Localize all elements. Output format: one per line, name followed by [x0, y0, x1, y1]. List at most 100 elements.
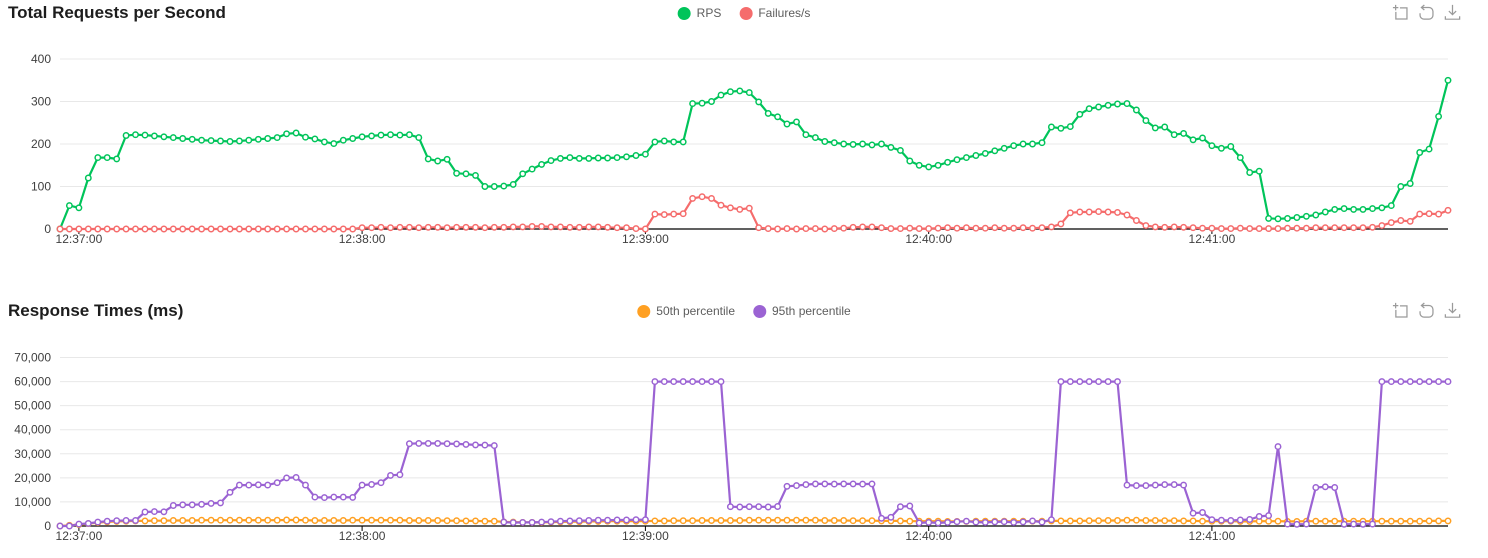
data-point: [1340, 520, 1348, 528]
data-point: [1416, 378, 1424, 386]
data-point: [1199, 224, 1206, 232]
data-point: [179, 135, 187, 142]
data-point: [708, 517, 715, 524]
data-point: [764, 503, 772, 511]
data-point: [1057, 378, 1065, 386]
data-point: [434, 517, 442, 524]
data-point: [1387, 202, 1395, 210]
data-point: [1189, 509, 1197, 517]
data-point: [235, 516, 243, 524]
data-point: [726, 204, 734, 212]
data-point: [254, 481, 262, 489]
restore-icon[interactable]: [1418, 4, 1435, 21]
data-point: [1406, 217, 1414, 225]
legend-label: Failures/s: [758, 6, 811, 20]
y-tick-label: 300: [31, 95, 51, 109]
data-zoom-icon[interactable]: [1392, 4, 1409, 21]
data-point: [1019, 518, 1027, 526]
data-point: [1274, 443, 1282, 451]
data-point: [793, 118, 800, 126]
data-point: [1425, 145, 1433, 153]
data-point: [273, 516, 281, 524]
data-point: [1435, 378, 1443, 386]
data-point: [859, 140, 867, 148]
data-point: [396, 131, 404, 139]
data-point: [387, 471, 394, 479]
data-point: [490, 223, 498, 231]
restore-icon[interactable]: [1418, 302, 1435, 319]
data-point: [462, 170, 470, 178]
data-point: [1416, 517, 1424, 525]
data-point: [698, 193, 706, 201]
data-point: [566, 517, 574, 525]
data-point: [755, 98, 763, 106]
data-point: [207, 225, 215, 233]
data-point: [1236, 224, 1244, 232]
data-point: [481, 517, 489, 525]
data-point: [1274, 225, 1282, 233]
data-point: [283, 516, 291, 524]
data-point: [481, 224, 489, 232]
data-point: [1302, 520, 1310, 528]
data-point: [330, 517, 338, 524]
legend-item-95th-percentile[interactable]: 95th percentile: [753, 304, 851, 318]
data-point: [981, 224, 989, 232]
data-point: [528, 165, 536, 173]
data-point: [802, 131, 810, 139]
y-tick-label: 20,000: [14, 471, 51, 485]
data-point: [103, 517, 111, 525]
data-point: [94, 518, 102, 526]
y-axis-labels: 0 10,000 20,000 30,000 40,000 50,000 60,000 70,…: [14, 351, 51, 534]
data-point: [1302, 224, 1310, 232]
data-point: [462, 517, 470, 525]
data-point: [330, 493, 338, 501]
data-point: [1085, 517, 1093, 525]
response-times-chart-header: Response Times (ms) 50th percentile 95th …: [0, 298, 1488, 324]
data-point: [1284, 214, 1291, 222]
response-times-toolbox: [1392, 302, 1461, 319]
data-point: [1387, 219, 1395, 227]
data-point: [1019, 140, 1027, 148]
data-point: [1019, 224, 1027, 232]
data-point: [1435, 210, 1443, 218]
data-point: [679, 378, 687, 386]
data-zoom-icon[interactable]: [1392, 302, 1409, 319]
data-point: [670, 210, 678, 218]
legend-item-failures/s[interactable]: Failures/s: [739, 6, 810, 20]
data-point: [679, 210, 687, 218]
legend-item-50th-percentile[interactable]: 50th percentile: [637, 304, 735, 318]
data-point: [944, 224, 952, 232]
data-point: [1076, 110, 1084, 118]
data-point: [1444, 517, 1452, 525]
data-point: [736, 87, 744, 95]
data-point: [1321, 483, 1329, 491]
data-point: [188, 501, 196, 509]
data-point: [453, 169, 461, 177]
data-point: [160, 508, 168, 516]
data-point: [141, 517, 149, 525]
data-point: [1350, 224, 1358, 232]
data-point: [1142, 117, 1150, 125]
data-point: [1227, 225, 1235, 233]
data-point: [1217, 225, 1225, 233]
data-point: [1416, 149, 1424, 156]
data-point: [1217, 516, 1225, 524]
save-as-image-icon[interactable]: [1444, 302, 1461, 319]
data-point: [141, 225, 149, 233]
data-point: [150, 225, 158, 233]
data-point: [1312, 517, 1320, 525]
data-point: [320, 138, 328, 146]
data-point: [226, 516, 234, 524]
data-point: [1151, 223, 1159, 231]
data-point: [556, 223, 564, 231]
legend-item-rps[interactable]: RPS: [677, 6, 721, 20]
data-point: [207, 137, 215, 145]
data-point: [443, 155, 451, 163]
data-point: [830, 480, 838, 488]
data-point: [849, 140, 857, 148]
data-point: [1350, 520, 1358, 528]
save-as-image-icon[interactable]: [1444, 4, 1461, 21]
data-point: [377, 516, 385, 524]
data-point: [434, 157, 442, 165]
data-point: [906, 517, 914, 525]
